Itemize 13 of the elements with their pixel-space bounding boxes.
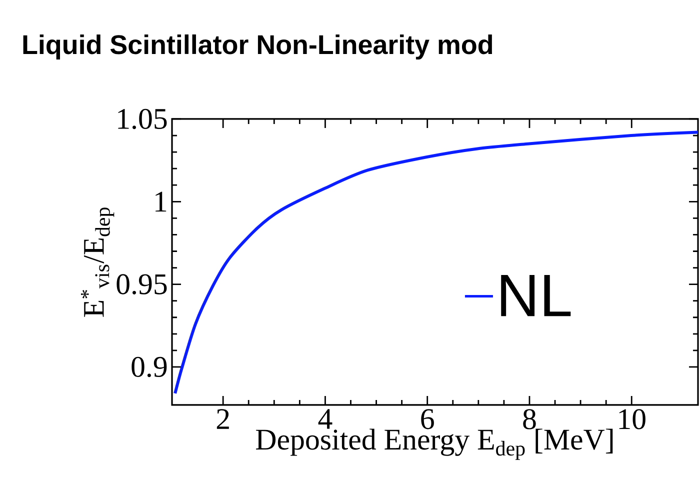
legend-label: NL [501, 274, 571, 316]
x-tick-label: 8 [523, 409, 536, 430]
y-tick-label: 0.9 [132, 356, 167, 378]
x-tick-label: 10 [619, 409, 646, 430]
y-axis-title: E$^{*}$$_{vis}$/E$_{dep}$ [81, 208, 114, 317]
y-tick-label: 0.95 [116, 274, 167, 294]
y-tick-label: 1 [156, 192, 166, 212]
x-tick-label: 4 [318, 409, 332, 429]
x-tick-label: 6 [421, 409, 434, 430]
y-tick-label: 1.05 [118, 108, 167, 130]
x-axis-title: Deposited Energy E$_{dep}$ [MeV] [256, 428, 613, 460]
x-tick-label: 2 [216, 409, 229, 429]
chart-title: Liquid Scintillator Non-Linearity mod [23, 34, 492, 60]
